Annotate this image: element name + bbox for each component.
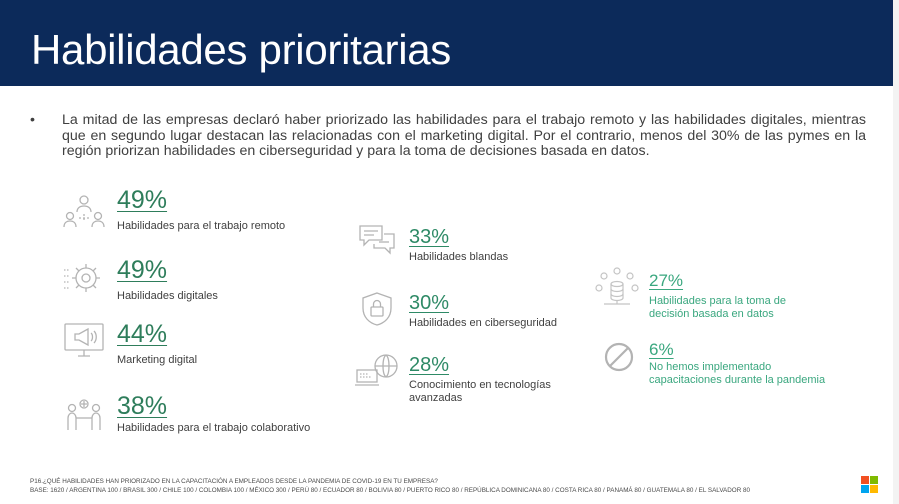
stat-label: Habilidades para el trabajo colaborativo [117, 422, 311, 434]
stat-data-decisions: 27% Habilidades para la toma de decisión… [594, 266, 814, 322]
stat-cybersecurity: 30% Habilidades en ciberseguridad [354, 288, 574, 338]
stat-percent: 27% [649, 271, 684, 290]
logo-red-square [861, 476, 869, 484]
footnote: P16.¿QUÉ HABILIDADES HAN PRIORIZADO EN L… [30, 478, 750, 495]
stat-percent: 49% [117, 256, 168, 284]
stat-percent: 38% [117, 392, 168, 420]
stat-percent: 6% [649, 340, 674, 359]
stat-percent: 44% [117, 320, 168, 348]
stat-percent: 30% [409, 292, 450, 314]
bullet-marker: • [30, 112, 35, 128]
microsoft-logo-icon [861, 476, 878, 493]
stat-percent: 28% [409, 354, 450, 376]
stat-percent: 49% [117, 186, 168, 214]
logo-green-square [870, 476, 878, 484]
data-decision-icon [594, 266, 640, 308]
stat-advanced-technology: 28% Conocimiento en tecnologías avanzada… [354, 350, 574, 410]
collaboration-people-icon [62, 396, 106, 436]
stat-label: Habilidades digitales [117, 290, 218, 302]
remote-team-icon [62, 192, 106, 232]
stat-label: Habilidades para el trabajo remoto [117, 220, 286, 232]
globe-laptop-icon [354, 352, 402, 390]
logo-blue-square [861, 485, 869, 493]
stat-percent: 33% [409, 226, 450, 248]
logo-yellow-square [870, 485, 878, 493]
title-banner: Habilidades prioritarias [0, 0, 893, 86]
stat-remote-work: 49% Habilidades para el trabajo remoto [62, 186, 322, 236]
megaphone-monitor-icon [62, 320, 106, 360]
slide-edge [893, 0, 899, 504]
stat-label: Habilidades blandas [409, 251, 509, 263]
intro-paragraph: • La mitad de las empresas declaró haber… [30, 112, 866, 160]
shield-lock-icon [356, 290, 398, 328]
stat-label: Conocimiento en tecnologías avanzadas [409, 379, 551, 404]
prohibited-icon [602, 340, 636, 374]
stat-label: Marketing digital [117, 354, 198, 366]
intro-text: La mitad de las empresas declaró haber p… [62, 112, 866, 160]
stat-label: Habilidades para la toma de decisión bas… [649, 295, 786, 320]
stat-digital-marketing: 44% Marketing digital [62, 320, 322, 370]
digital-gears-icon [62, 258, 106, 298]
stat-label: No hemos implementado capacitaciones dur… [649, 361, 826, 386]
stat-soft-skills: 33% Habilidades blandas [354, 222, 574, 272]
chat-bubbles-icon [356, 222, 398, 258]
stat-label: Habilidades en ciberseguridad [409, 317, 557, 329]
footnote-question: P16.¿QUÉ HABILIDADES HAN PRIORIZADO EN L… [30, 478, 438, 485]
stat-digital-skills: 49% Habilidades digitales [62, 256, 322, 306]
page-title: Habilidades prioritarias [31, 26, 451, 73]
footnote-base: BASE: 1620 / ARGENTINA 100 / BRASIL 300 … [30, 486, 750, 494]
stat-collaborative-work: 38% Habilidades para el trabajo colabora… [62, 392, 342, 442]
stat-no-training: 6% No hemos implementado capacitaciones … [594, 338, 834, 394]
